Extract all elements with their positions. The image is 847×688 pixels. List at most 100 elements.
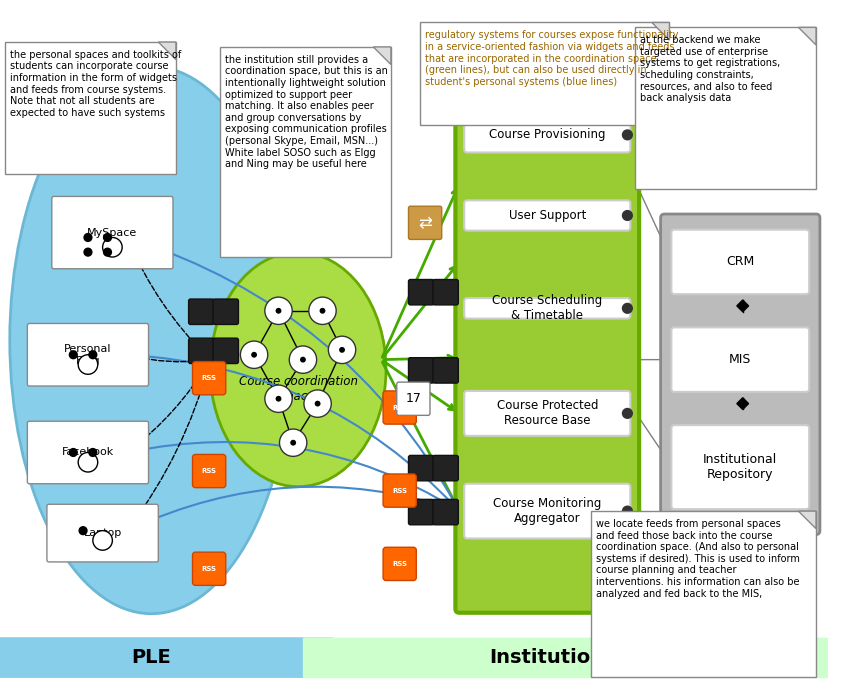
Circle shape xyxy=(623,303,632,313)
FancyBboxPatch shape xyxy=(47,504,158,562)
FancyBboxPatch shape xyxy=(464,117,630,153)
Circle shape xyxy=(103,233,112,241)
Ellipse shape xyxy=(10,67,293,614)
Polygon shape xyxy=(737,398,749,409)
Polygon shape xyxy=(158,42,176,60)
FancyBboxPatch shape xyxy=(213,338,239,363)
Text: RSS: RSS xyxy=(392,488,407,493)
FancyBboxPatch shape xyxy=(189,299,214,325)
FancyBboxPatch shape xyxy=(433,499,458,525)
Circle shape xyxy=(623,409,632,418)
Circle shape xyxy=(300,356,306,363)
FancyBboxPatch shape xyxy=(672,425,809,509)
Circle shape xyxy=(329,336,356,363)
Circle shape xyxy=(309,297,336,325)
Text: MIS: MIS xyxy=(729,353,751,366)
Polygon shape xyxy=(0,638,332,677)
FancyBboxPatch shape xyxy=(408,279,434,305)
FancyBboxPatch shape xyxy=(408,358,434,383)
Circle shape xyxy=(93,530,113,550)
FancyBboxPatch shape xyxy=(420,23,669,125)
Text: Institutional
Repository: Institutional Repository xyxy=(703,453,778,481)
Text: regulatory systems for courses expose functionality
in a service-oriented fashio: regulatory systems for courses expose fu… xyxy=(425,30,678,87)
Circle shape xyxy=(78,453,97,472)
Bar xyxy=(303,638,828,677)
Text: 17: 17 xyxy=(406,392,421,405)
Circle shape xyxy=(623,506,632,516)
FancyBboxPatch shape xyxy=(408,499,434,525)
Text: Course Scheduling
& Timetable: Course Scheduling & Timetable xyxy=(492,294,602,323)
Circle shape xyxy=(69,449,77,456)
FancyBboxPatch shape xyxy=(464,200,630,230)
Text: we locate feeds from personal spaces
and feed those back into the course
coordin: we locate feeds from personal spaces and… xyxy=(596,519,800,599)
FancyBboxPatch shape xyxy=(383,391,417,424)
Circle shape xyxy=(319,308,325,314)
FancyBboxPatch shape xyxy=(383,547,417,581)
Text: Course Monitoring
Aggregator: Course Monitoring Aggregator xyxy=(493,497,601,525)
Circle shape xyxy=(241,341,268,369)
FancyBboxPatch shape xyxy=(408,206,442,239)
Text: Facebook: Facebook xyxy=(62,447,114,458)
Text: RSS: RSS xyxy=(202,468,217,474)
Circle shape xyxy=(78,355,97,374)
Text: Institution: Institution xyxy=(514,644,620,662)
Circle shape xyxy=(290,346,317,374)
Circle shape xyxy=(103,248,112,256)
Text: the institution still provides a
coordination space, but this is an
intentionall: the institution still provides a coordin… xyxy=(224,55,388,169)
Text: RSS: RSS xyxy=(202,566,217,572)
Text: RSS: RSS xyxy=(392,405,407,411)
Text: Laptop: Laptop xyxy=(84,528,122,538)
Text: RSS: RSS xyxy=(202,375,217,381)
FancyBboxPatch shape xyxy=(464,391,630,436)
FancyBboxPatch shape xyxy=(433,455,458,481)
Circle shape xyxy=(315,400,320,407)
Circle shape xyxy=(84,248,91,256)
FancyBboxPatch shape xyxy=(192,552,226,585)
Text: CRM: CRM xyxy=(726,255,755,268)
Text: the personal spaces and toolkits of
students can incorporate course
information : the personal spaces and toolkits of stud… xyxy=(10,50,181,118)
Text: User Support: User Support xyxy=(508,209,586,222)
FancyBboxPatch shape xyxy=(192,362,226,395)
Circle shape xyxy=(275,308,281,314)
Circle shape xyxy=(623,130,632,140)
Polygon shape xyxy=(374,47,391,65)
Circle shape xyxy=(280,429,307,456)
Text: MySpace: MySpace xyxy=(87,228,137,237)
FancyArrow shape xyxy=(0,638,362,667)
FancyBboxPatch shape xyxy=(5,42,176,174)
Text: RSS: RSS xyxy=(392,561,407,567)
FancyBboxPatch shape xyxy=(408,455,434,481)
Circle shape xyxy=(89,351,97,358)
FancyBboxPatch shape xyxy=(635,28,816,189)
FancyBboxPatch shape xyxy=(464,484,630,539)
FancyBboxPatch shape xyxy=(27,421,148,484)
Text: Course Protected
Resource Base: Course Protected Resource Base xyxy=(496,400,598,427)
Circle shape xyxy=(275,396,281,402)
Circle shape xyxy=(89,449,97,456)
Text: at the backend we make
targeted use of enterprise
systems to get registrations,
: at the backend we make targeted use of e… xyxy=(640,35,780,103)
Bar xyxy=(303,638,828,667)
Polygon shape xyxy=(799,28,816,45)
FancyBboxPatch shape xyxy=(192,455,226,488)
Circle shape xyxy=(304,390,331,418)
Circle shape xyxy=(84,233,91,241)
FancyBboxPatch shape xyxy=(591,511,816,677)
FancyBboxPatch shape xyxy=(672,230,809,294)
Circle shape xyxy=(265,297,292,325)
Circle shape xyxy=(69,351,77,358)
Circle shape xyxy=(339,347,345,353)
FancyBboxPatch shape xyxy=(27,323,148,386)
Text: Course coordination
space: Course coordination space xyxy=(239,375,357,403)
Text: Institution: Institution xyxy=(490,648,605,667)
Text: Personal
Blog: Personal Blog xyxy=(64,344,112,365)
FancyBboxPatch shape xyxy=(456,116,639,613)
Polygon shape xyxy=(652,23,669,40)
FancyBboxPatch shape xyxy=(189,338,214,363)
Text: ⇄: ⇄ xyxy=(418,214,432,232)
FancyBboxPatch shape xyxy=(383,474,417,507)
Text: Course Provisioning: Course Provisioning xyxy=(489,129,606,141)
FancyBboxPatch shape xyxy=(213,299,239,325)
FancyBboxPatch shape xyxy=(433,358,458,383)
FancyBboxPatch shape xyxy=(661,214,820,535)
Circle shape xyxy=(79,527,87,535)
